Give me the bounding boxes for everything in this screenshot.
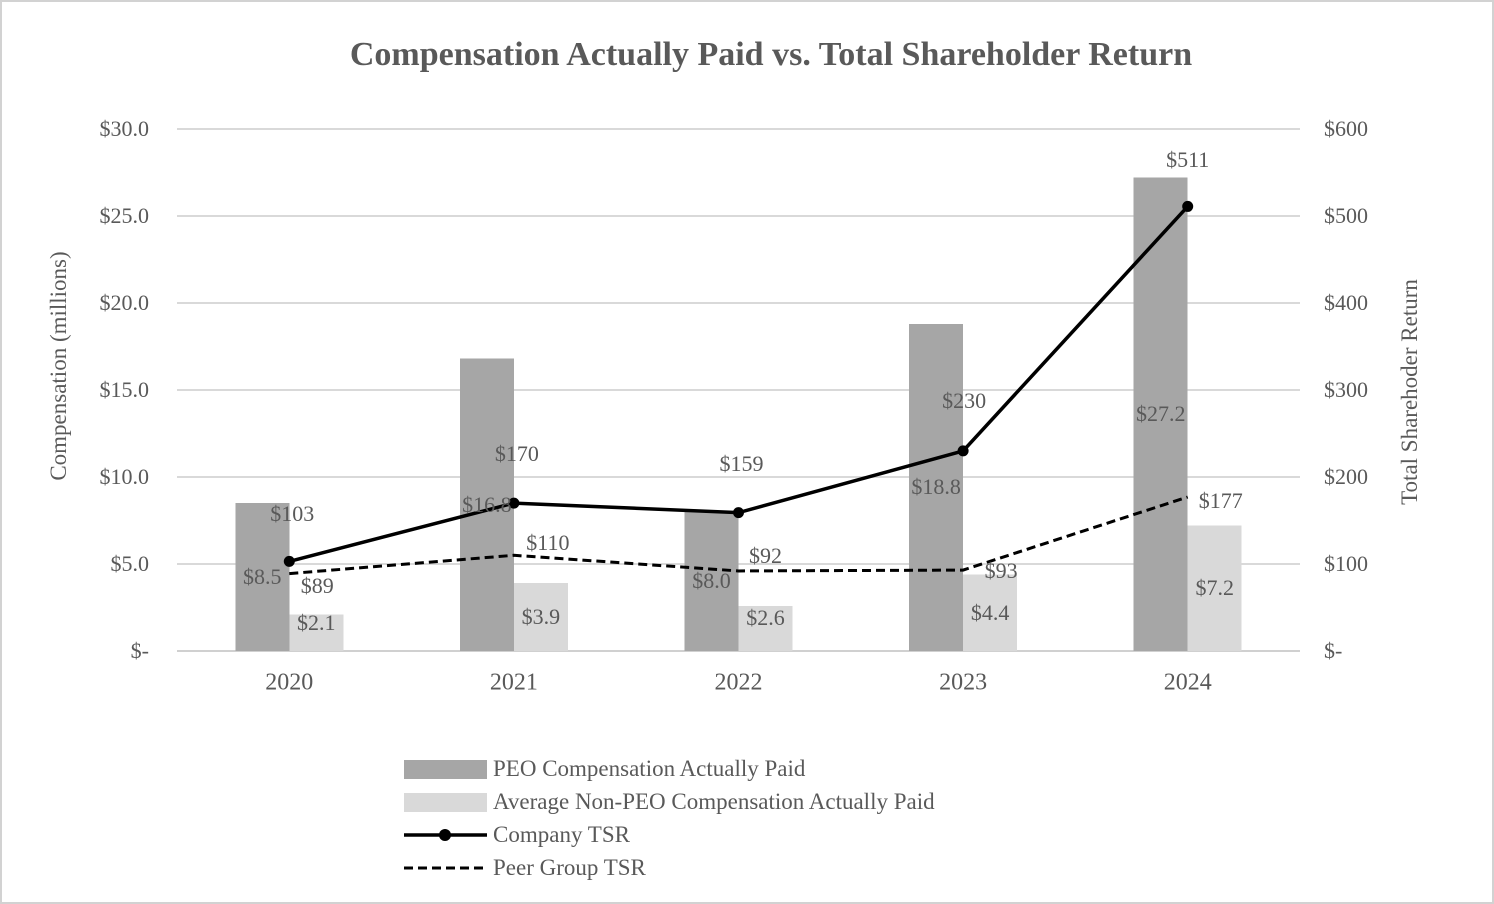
legend-swatch-icon	[404, 792, 487, 812]
line-data-label: $103	[270, 501, 315, 527]
right-axis-tick: $200	[1324, 464, 1368, 489]
bar-data-label: $2.1	[297, 609, 336, 635]
line-data-label: $177	[1198, 488, 1243, 513]
bar-data-label: $4.4	[970, 599, 1010, 625]
left-axis-tick: $15.0	[99, 377, 150, 402]
bar-data-label: $27.2	[1135, 401, 1186, 427]
x-axis-category-label: 2022	[714, 669, 763, 696]
company-tsr-marker	[283, 555, 295, 567]
non-peo-bar	[289, 614, 344, 651]
legend-solid-line-icon	[404, 829, 487, 841]
right-axis-tick: $-	[1324, 638, 1343, 663]
legend-item-non-peo: Average Non-PEO Compensation Actually Pa…	[404, 789, 935, 814]
company-tsr-marker	[1182, 200, 1194, 212]
bar-data-label: $18.8	[911, 474, 961, 500]
right-axis-tick: $100	[1324, 551, 1368, 576]
legend-label: Average Non-PEO Compensation Actually Pa…	[493, 789, 935, 814]
legend-swatch-icon	[404, 759, 487, 779]
peo-bar	[684, 511, 739, 651]
company-tsr-marker	[733, 507, 744, 519]
left-axis-tick: $10.0	[99, 464, 150, 489]
line-data-label: $110	[526, 530, 570, 556]
peo-bar	[235, 503, 290, 651]
non-peo-bar	[738, 605, 793, 651]
right-axis-tick: $400	[1324, 290, 1368, 315]
legend-label: PEO Compensation Actually Paid	[493, 756, 806, 781]
bar-data-label: $3.9	[521, 604, 561, 630]
legend-label: Peer Group TSR	[493, 855, 646, 880]
line-data-label: $93	[984, 558, 1018, 584]
x-axis-category-label: 2024	[1163, 669, 1212, 696]
bar-data-label: $8.0	[692, 568, 731, 594]
legend-item-peer-tsr: Peer Group TSR	[404, 855, 935, 880]
line-data-label: $230	[942, 387, 987, 413]
line-data-label: $511	[1166, 147, 1210, 173]
left-axis-tick: $30.0	[99, 116, 150, 141]
non-peo-bar	[1187, 525, 1242, 651]
peo-bar	[909, 323, 964, 651]
bar-data-label: $16.8	[462, 491, 512, 517]
x-axis-category-label: 2021	[489, 669, 538, 696]
left-axis-tick: $-	[130, 638, 149, 663]
company-tsr-marker	[957, 445, 969, 457]
line-data-label: $92	[749, 542, 782, 568]
x-axis-category-label: 2020	[265, 669, 314, 696]
legend-item-peo: PEO Compensation Actually Paid	[404, 756, 935, 781]
company-tsr-marker	[508, 497, 520, 509]
bar-data-label: $2.6	[746, 605, 785, 631]
right-axis-tick: $600	[1324, 116, 1368, 141]
legend-dashed-line-icon	[404, 866, 487, 870]
right-axis-tick: $300	[1324, 377, 1368, 402]
legend: PEO Compensation Actually Paid Average No…	[404, 756, 935, 891]
bar-data-label: $8.5	[243, 564, 282, 590]
x-axis-category-label: 2023	[939, 669, 988, 696]
line-data-label: $159	[719, 450, 764, 476]
peer-group-tsr-line	[289, 495, 1189, 576]
line-data-label: $89	[300, 572, 334, 598]
left-axis-tick: $25.0	[99, 203, 150, 228]
non-peo-bar	[513, 583, 568, 651]
legend-label: Company TSR	[493, 822, 630, 847]
bar-data-label: $7.2	[1195, 575, 1234, 601]
chart-title: Compensation Actually Paid vs. Total Sha…	[349, 36, 1193, 73]
right-axis-tick: $500	[1324, 203, 1368, 228]
non-peo-bar	[963, 574, 1018, 651]
left-axis-tick: $5.0	[110, 551, 150, 576]
left-axis-tick: $20.0	[99, 290, 150, 315]
legend-item-company-tsr: Company TSR	[404, 822, 935, 847]
line-data-label: $170	[494, 441, 539, 467]
